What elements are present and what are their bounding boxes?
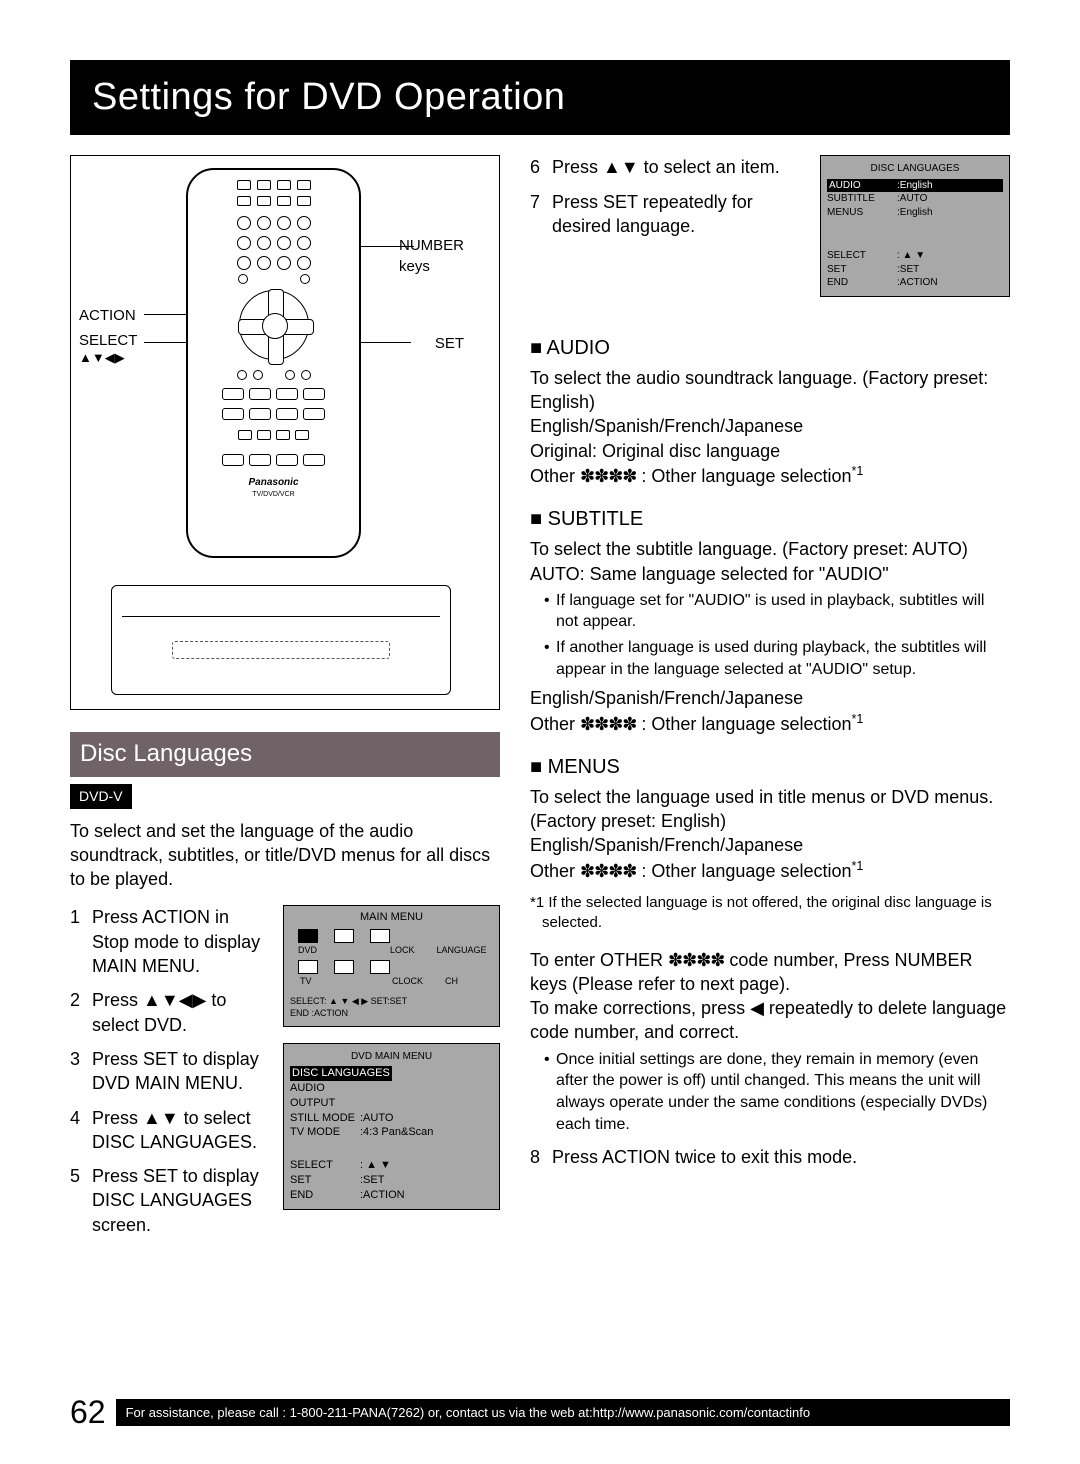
subtitle-p2: AUTO: Same language selected for "AUDIO" (530, 562, 1010, 586)
device-illustration (111, 585, 451, 695)
subtitle-p3: English/Spanish/French/Japanese (530, 686, 1010, 710)
other-code-b1: Once initial settings are done, they rem… (544, 1049, 1010, 1135)
heading-menus: MENUS (530, 754, 1010, 781)
dvd-main-menu-osd: DVD MAIN MENU DISC LANGUAGES AUDIO OUTPU… (283, 1043, 500, 1210)
brand-label: Panasonic (188, 476, 359, 490)
step-5: Press SET to display DISC LANGUAGES scre… (70, 1164, 265, 1237)
audio-p3: Original: Original disc language (530, 439, 1010, 463)
label-set: SET (435, 334, 464, 354)
menus-p3: Other ✽✽✽✽ : Other language selection*1 (530, 858, 1010, 883)
step-4: Press ▲▼ to select DISC LANGUAGES. (70, 1106, 265, 1155)
disc-languages-osd: DISC LANGUAGES AUDIO:English SUBTITLE:AU… (820, 155, 1010, 297)
step-7: Press SET repeatedly for desired languag… (530, 190, 802, 239)
subbrand-label: TV/DVD/VCR (188, 490, 359, 499)
dvd-v-badge: DVD-V (70, 784, 132, 809)
step-6: Press ▲▼ to select an item. (530, 155, 802, 179)
remote-body: Panasonic TV/DVD/VCR (186, 168, 361, 558)
page-title: Settings for DVD Operation (70, 60, 1010, 135)
heading-subtitle: SUBTITLE (530, 506, 1010, 533)
label-select-arrows: ▲▼◀▶ (79, 349, 125, 367)
heading-audio: AUDIO (530, 335, 1010, 362)
step-3: Press SET to display DVD MAIN MENU. (70, 1047, 265, 1096)
label-action: ACTION (79, 306, 136, 326)
other-code-l1: To enter OTHER ✽✽✽✽ code number, Press N… (530, 948, 1010, 997)
footer-assistance: For assistance, please call : 1-800-211-… (116, 1399, 1010, 1427)
label-number-keys: NUMBER keys (399, 236, 489, 277)
menus-p2: English/Spanish/French/Japanese (530, 833, 1010, 857)
audio-p4: Other ✽✽✽✽ : Other language selection*1 (530, 463, 1010, 488)
audio-p1: To select the audio soundtrack language.… (530, 366, 1010, 415)
subtitle-b2: If another language is used during playb… (544, 637, 1010, 680)
intro-text: To select and set the language of the au… (70, 819, 500, 892)
step-1: Press ACTION in Stop mode to display MAI… (70, 905, 265, 978)
subtitle-p1: To select the subtitle language. (Factor… (530, 537, 1010, 561)
subtitle-p4: Other ✽✽✽✽ : Other language selection*1 (530, 711, 1010, 736)
step-2: Press ▲▼◀▶ to select DVD. (70, 988, 265, 1037)
section-disc-languages: Disc Languages (70, 732, 500, 776)
menus-p1: To select the language used in title men… (530, 785, 1010, 834)
footnote-1: *1 If the selected language is not offer… (530, 893, 1010, 934)
page-number: 62 (70, 1391, 106, 1434)
remote-illustration: ACTION SELECT ▲▼◀▶ NUMBER keys SET (70, 155, 500, 710)
other-code-l2: To make corrections, press ◀ repeatedly … (530, 996, 1010, 1045)
step-8: Press ACTION twice to exit this mode. (530, 1145, 1010, 1169)
main-menu-osd: MAIN MENU DVD LOCK LANGUAGE TV CLOCK CH (283, 905, 500, 1026)
audio-p2: English/Spanish/French/Japanese (530, 414, 1010, 438)
subtitle-b1: If language set for "AUDIO" is used in p… (544, 590, 1010, 633)
